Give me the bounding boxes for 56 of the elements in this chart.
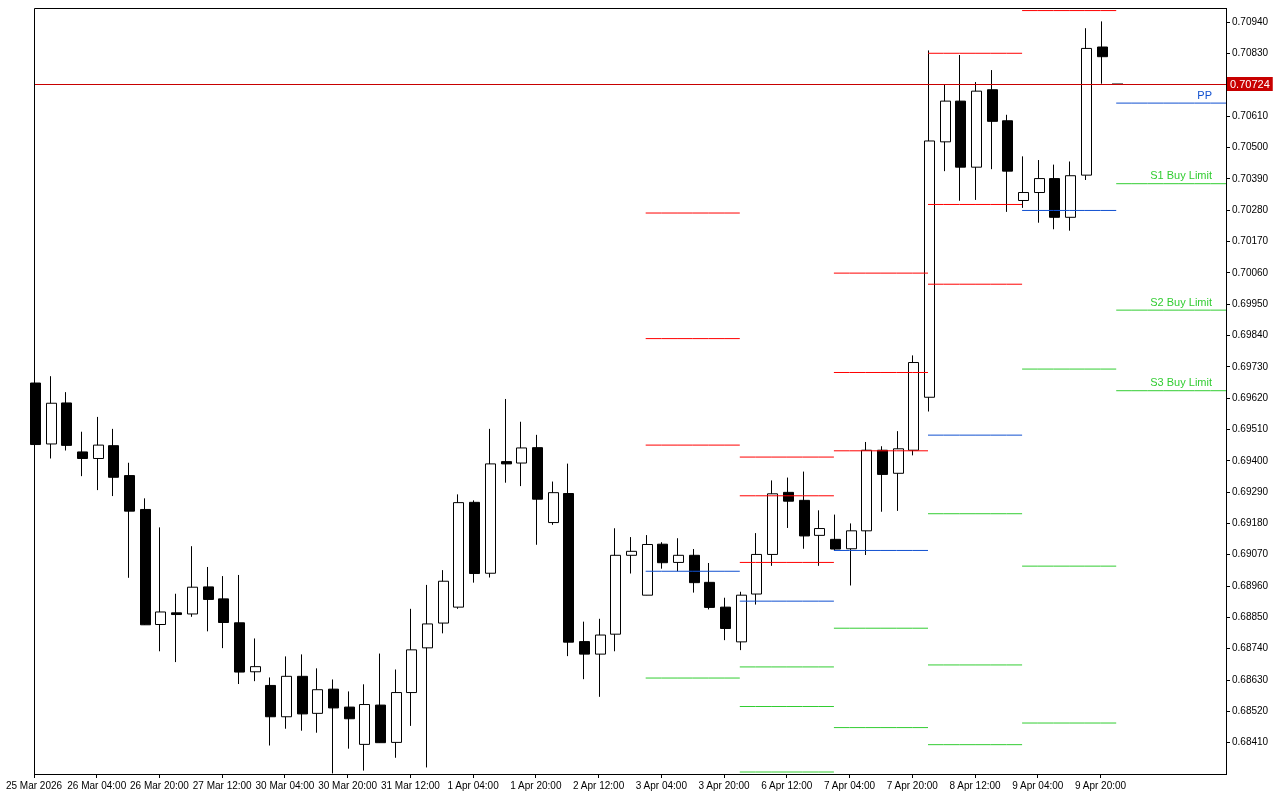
x-tick-label: 9 Apr 04:00	[1012, 779, 1064, 791]
candlestick	[516, 421, 527, 487]
y-tick-label: 0.69400	[1232, 454, 1269, 466]
candlestick	[77, 431, 88, 477]
y-tick-label: 0.70500	[1232, 141, 1269, 153]
y-tick-label: 0.68960	[1232, 579, 1269, 591]
x-tick-label: 26 Mar 20:00	[130, 779, 190, 791]
x-tick-label: 26 Mar 04:00	[67, 779, 127, 791]
x-tick-label: 27 Mar 12:00	[192, 779, 253, 791]
candlestick	[312, 667, 323, 734]
series-label: S2 Buy Limit	[1150, 295, 1212, 308]
x-tick-label: 1 Apr 20:00	[510, 779, 562, 791]
y-tick-label: 0.68520	[1232, 705, 1269, 717]
y-tick-label: 0.68740	[1232, 642, 1269, 654]
x-tick-label: 30 Mar 04:00	[255, 779, 315, 791]
y-tick-label: 0.69620	[1232, 391, 1269, 403]
x-tick-label: 30 Mar 20:00	[318, 779, 378, 791]
candlestick	[203, 566, 214, 632]
x-tick-label: 8 Apr 12:00	[949, 779, 1002, 791]
y-tick-label: 0.70060	[1232, 266, 1269, 278]
x-tick-label: 9 Apr 20:00	[1074, 779, 1127, 791]
y-tick-label: 0.70390	[1232, 172, 1269, 184]
y-tick-label: 0.68410	[1232, 736, 1269, 748]
y-tick-label: 0.70280	[1232, 203, 1269, 215]
x-tick-label: 3 Apr 20:00	[698, 779, 751, 791]
y-tick-label: 0.68850	[1232, 611, 1269, 623]
candlestick	[218, 575, 229, 649]
x-tick-label: 7 Apr 20:00	[886, 779, 939, 791]
series-label: S3 Buy Limit	[1150, 376, 1212, 389]
candlestick	[814, 509, 825, 567]
y-tick-label: 0.69840	[1232, 329, 1269, 341]
y-tick-label: 0.68630	[1232, 673, 1269, 685]
candlestick	[155, 526, 166, 652]
candlestick	[1034, 159, 1045, 224]
y-tick-label: 0.70940	[1232, 15, 1269, 27]
series-label: PP	[1197, 88, 1212, 101]
y-tick-label: 0.69290	[1232, 485, 1269, 497]
y-tick-label: 0.70830	[1232, 47, 1269, 59]
candlestick	[579, 621, 590, 680]
y-tick-label: 0.70610	[1232, 109, 1269, 121]
x-tick-label: 1 Apr 04:00	[447, 779, 500, 791]
y-tick-label: 0.69950	[1232, 297, 1269, 309]
candlestick	[1018, 155, 1029, 209]
x-tick-label: 6 Apr 12:00	[761, 779, 813, 791]
x-tick-label: 31 Mar 12:00	[380, 779, 441, 791]
y-tick-label: 0.69180	[1232, 517, 1269, 529]
x-tick-label: 3 Apr 04:00	[635, 779, 688, 791]
y-tick-label: 0.69730	[1232, 360, 1269, 372]
x-tick-label: 2 Apr 12:00	[573, 779, 625, 791]
y-tick-label: 0.69070	[1232, 548, 1269, 560]
x-tick-label: 25 Mar 2026	[5, 779, 63, 791]
ref-line-label: 0.70724	[1230, 77, 1270, 90]
y-tick-label: 0.69510	[1232, 423, 1269, 435]
x-tick-label: 7 Apr 04:00	[824, 779, 876, 791]
series-label: S1 Buy Limit	[1150, 169, 1212, 182]
y-tick-label: 0.70170	[1232, 235, 1269, 247]
